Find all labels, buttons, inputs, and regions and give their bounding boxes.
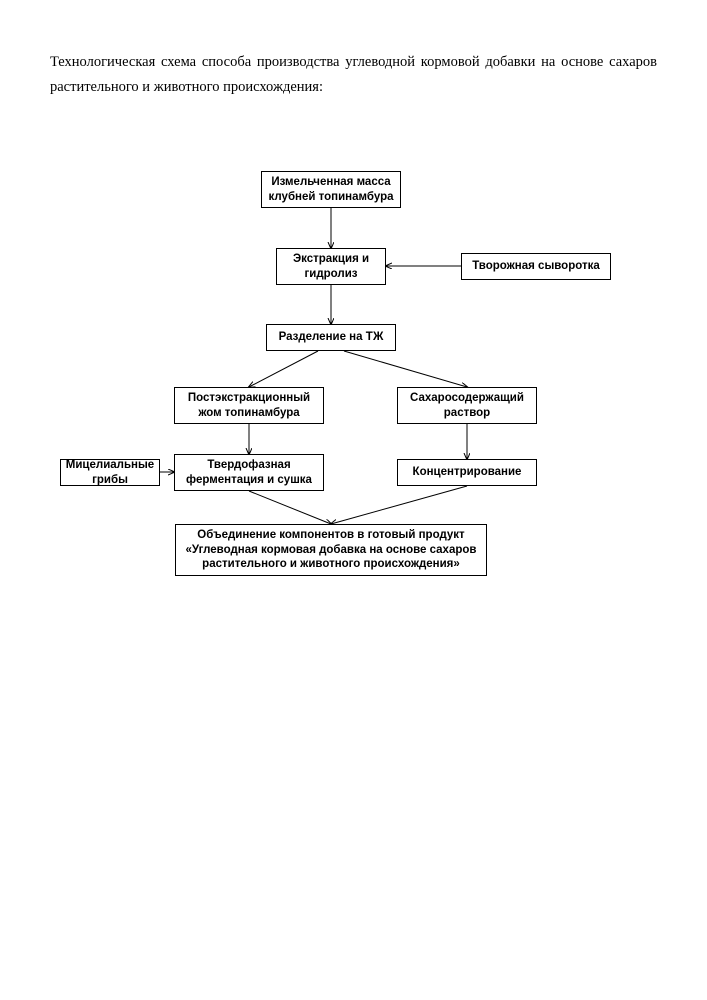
flow-node-n7: Твердофазнаяферментация и сушка: [174, 454, 324, 491]
flow-node-n1: Измельченная массаклубней топинамбура: [261, 171, 401, 208]
flow-node-n9: Мицелиальные грибы: [60, 459, 160, 486]
flow-node-n2: Экстракция игидролиз: [276, 248, 386, 285]
flowchart-container: Измельченная массаклубней топинамбура Экс…: [0, 0, 707, 1000]
flow-edge-n4-n6: [344, 351, 467, 387]
flow-node-n10: Объединение компонентов в готовый продук…: [175, 524, 487, 576]
flow-node-n8: Концентрирование: [397, 459, 537, 486]
flow-node-n5: Постэкстракционныйжом топинамбура: [174, 387, 324, 424]
flowchart-edges: [0, 0, 707, 1000]
flow-edge-n8-n10: [331, 486, 467, 524]
flow-node-n3: Творожная сыворотка: [461, 253, 611, 280]
flow-node-n6: Сахаросодержащийраствор: [397, 387, 537, 424]
flow-edge-n4-n5: [249, 351, 318, 387]
flow-node-n4: Разделение на ТЖ: [266, 324, 396, 351]
flow-edge-n7-n10: [249, 491, 331, 524]
